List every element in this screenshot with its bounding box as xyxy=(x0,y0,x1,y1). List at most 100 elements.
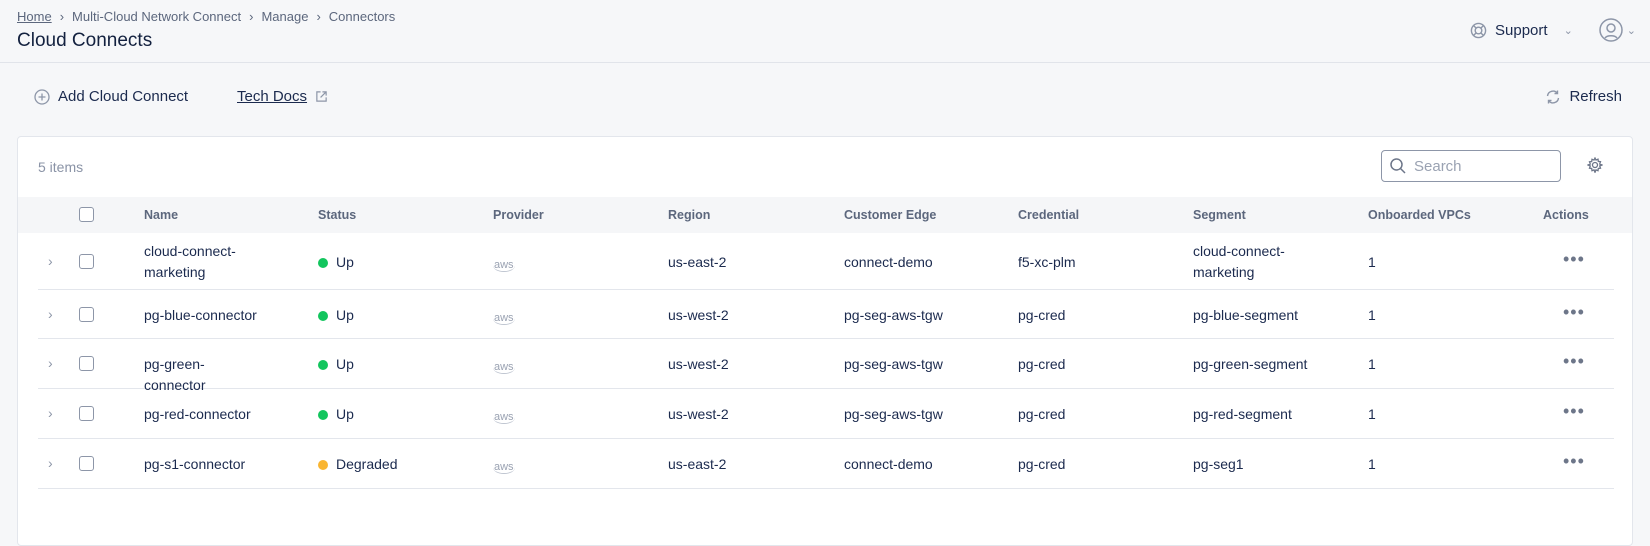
chevron-right-icon: › xyxy=(316,9,321,24)
support-menu[interactable]: Support ⌄ xyxy=(1470,22,1573,39)
column-header-onboarded-vpcs[interactable]: Onboarded VPCs xyxy=(1368,208,1471,222)
external-link-icon xyxy=(316,91,327,102)
expand-chevron-icon[interactable]: › xyxy=(48,252,53,269)
onboarded-vpcs: 1 xyxy=(1368,456,1376,472)
row-checkbox[interactable] xyxy=(79,356,94,371)
aws-logo-icon: aws xyxy=(493,411,515,424)
column-header-name[interactable]: Name xyxy=(144,208,179,222)
search-icon xyxy=(1390,158,1406,174)
region: us-west-2 xyxy=(668,406,729,422)
more-actions-icon[interactable]: ••• xyxy=(1563,351,1585,371)
refresh-label: Refresh xyxy=(1569,88,1622,105)
status: Up xyxy=(318,252,354,273)
status: Up xyxy=(318,305,354,326)
tech-docs-link[interactable]: Tech Docs xyxy=(237,88,328,105)
row-checkbox[interactable] xyxy=(79,456,94,471)
expand-chevron-icon[interactable]: › xyxy=(48,455,53,471)
connector-name[interactable]: pg-green-connector xyxy=(144,356,206,393)
status-dot-icon xyxy=(318,257,328,268)
expand-chevron-icon[interactable]: › xyxy=(48,305,53,322)
expand-chevron-icon[interactable]: › xyxy=(48,355,53,371)
customer-edge: connect-demo xyxy=(844,456,933,472)
column-header-segment[interactable]: Segment xyxy=(1193,208,1246,222)
search-placeholder: Search xyxy=(1414,157,1462,175)
table-row: › pg-green-connector Up aws us-west-2 pg… xyxy=(38,339,1614,393)
refresh-button[interactable]: Refresh xyxy=(1545,88,1622,105)
region: us-west-2 xyxy=(668,306,729,323)
connector-name[interactable]: cloud-connect-marketing xyxy=(144,242,236,280)
more-actions-icon[interactable]: ••• xyxy=(1563,301,1585,322)
customer-edge: pg-seg-aws-tgw xyxy=(844,306,943,323)
credential: pg-cred xyxy=(1018,356,1066,372)
row-checkbox[interactable] xyxy=(79,306,94,322)
breadcrumb: Home › Multi-Cloud Network Connect › Manag… xyxy=(17,9,395,24)
breadcrumb-mcn[interactable]: Multi-Cloud Network Connect xyxy=(72,9,242,24)
segment: pg-seg1 xyxy=(1193,456,1244,472)
aws-logo-icon: aws xyxy=(493,311,515,325)
breadcrumb-connectors: Connectors xyxy=(328,9,396,24)
customer-edge: pg-seg-aws-tgw xyxy=(844,356,943,372)
expand-chevron-icon[interactable]: › xyxy=(48,405,53,421)
onboarded-vpcs: 1 xyxy=(1368,356,1376,372)
more-actions-icon[interactable]: ••• xyxy=(1563,451,1585,471)
customer-edge: connect-demo xyxy=(844,253,933,270)
header-divider xyxy=(0,62,1650,63)
segment: cloud-connect-marketing xyxy=(1193,242,1285,280)
region: us-west-2 xyxy=(668,356,729,372)
chevron-right-icon: › xyxy=(249,9,254,24)
status-dot-icon xyxy=(318,460,328,470)
segment: pg-green-segment xyxy=(1193,356,1308,372)
credential: f5-xc-plm xyxy=(1018,253,1076,270)
breadcrumb-home[interactable]: Home xyxy=(17,9,52,24)
user-menu[interactable]: ⌄ xyxy=(1599,18,1636,42)
chevron-right-icon: › xyxy=(59,9,65,24)
segment: pg-blue-segment xyxy=(1193,306,1299,323)
add-label: Add Cloud Connect xyxy=(58,88,189,105)
support-label: Support xyxy=(1495,21,1548,39)
onboarded-vpcs: 1 xyxy=(1368,253,1376,270)
lifebuoy-icon xyxy=(1470,22,1487,38)
region: us-east-2 xyxy=(668,456,727,472)
table-row: › pg-blue-connector Up aws us-west-2 pg-… xyxy=(38,290,1614,339)
status-label: Up xyxy=(336,306,354,323)
select-all-checkbox[interactable] xyxy=(79,207,94,222)
connector-name[interactable]: pg-blue-connector xyxy=(144,306,257,323)
add-cloud-connect-button[interactable]: Add Cloud Connect xyxy=(34,88,188,105)
connector-name[interactable]: pg-s1-connector xyxy=(144,456,246,472)
chevron-down-icon: ⌄ xyxy=(1626,24,1636,37)
aws-logo-icon: aws xyxy=(493,461,515,474)
row-checkbox[interactable] xyxy=(79,253,94,269)
table-header: Name Status Provider Region Customer Edge Cre… xyxy=(18,197,1632,233)
column-header-customer-edge[interactable]: Customer Edge xyxy=(844,208,937,222)
column-header-region[interactable]: Region xyxy=(668,208,711,222)
more-actions-icon[interactable]: ••• xyxy=(1563,248,1585,269)
onboarded-vpcs: 1 xyxy=(1368,406,1376,422)
tech-docs-label: Tech Docs xyxy=(237,88,308,105)
page-title: Cloud Connects xyxy=(17,30,153,51)
aws-logo-icon: aws xyxy=(493,258,515,272)
table-row: › pg-red-connector Up aws us-west-2 pg-s… xyxy=(38,389,1614,439)
connector-name[interactable]: pg-red-connector xyxy=(144,406,251,422)
plus-circle-icon xyxy=(34,88,50,105)
column-header-actions[interactable]: Actions xyxy=(1543,208,1589,222)
status-label: Up xyxy=(336,356,354,372)
more-actions-icon[interactable]: ••• xyxy=(1563,401,1585,421)
refresh-icon xyxy=(1547,89,1560,104)
column-header-credential[interactable]: Credential xyxy=(1018,208,1080,222)
column-header-provider[interactable]: Provider xyxy=(493,208,544,222)
cloud-connects-table-card: 5 items Search Name Status Provider Region C… xyxy=(17,136,1633,546)
status: Up xyxy=(318,354,354,375)
credential: pg-cred xyxy=(1018,306,1066,323)
status: Degraded xyxy=(318,454,398,475)
credential: pg-cred xyxy=(1018,456,1066,472)
status-dot-icon xyxy=(318,410,328,420)
status-dot-icon xyxy=(318,310,328,321)
table-row: › pg-s1-connector Degraded aws us-east-2… xyxy=(38,439,1614,489)
row-checkbox[interactable] xyxy=(79,406,94,421)
gear-icon[interactable] xyxy=(1587,157,1603,173)
item-count: 5 items xyxy=(38,159,84,175)
search-input[interactable]: Search xyxy=(1381,150,1561,182)
chevron-down-icon: ⌄ xyxy=(1563,24,1573,37)
breadcrumb-manage[interactable]: Manage xyxy=(261,9,309,24)
column-header-status[interactable]: Status xyxy=(318,208,357,222)
